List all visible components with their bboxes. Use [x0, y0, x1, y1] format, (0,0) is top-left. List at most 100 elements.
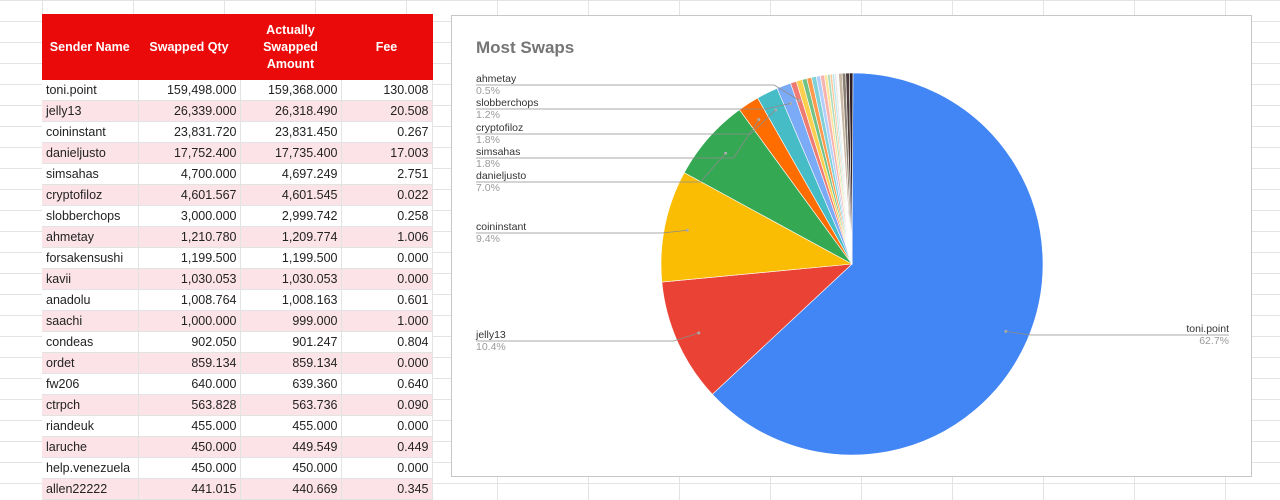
- swapped-qty-cell[interactable]: 1,199.500: [138, 247, 241, 269]
- actually-swapped-cell[interactable]: 159,368.000: [240, 80, 342, 101]
- header-swapped-qty[interactable]: Swapped Qty: [138, 14, 241, 80]
- fee-cell[interactable]: 0.022: [341, 184, 433, 206]
- fee-cell[interactable]: 0.601: [341, 289, 433, 311]
- leader-line: [476, 103, 791, 110]
- actually-swapped-cell[interactable]: 1,209.774: [240, 226, 342, 248]
- actually-swapped-cell[interactable]: 26,318.490: [240, 100, 342, 122]
- sender-name-cell[interactable]: slobberchops: [42, 205, 139, 227]
- slice-label-percent: 1.8%: [476, 134, 500, 146]
- header-actually-swapped-amount[interactable]: Actually Swapped Amount: [240, 14, 342, 80]
- table-row: anadolu 1,008.764 1,008.163 0.601: [42, 289, 433, 311]
- slice-label-percent: 1.2%: [476, 109, 500, 121]
- actually-swapped-cell[interactable]: 859.134: [240, 352, 342, 374]
- fee-cell[interactable]: 0.000: [341, 352, 433, 374]
- actually-swapped-cell[interactable]: 17,735.400: [240, 142, 342, 164]
- slice-label-name: toni.point: [1186, 323, 1229, 335]
- sender-name-cell[interactable]: allen22222: [42, 478, 139, 500]
- fee-cell[interactable]: 1.006: [341, 226, 433, 248]
- sender-name-cell[interactable]: danieljusto: [42, 142, 139, 164]
- swapped-qty-cell[interactable]: 26,339.000: [138, 100, 241, 122]
- fee-cell[interactable]: 17.003: [341, 142, 433, 164]
- header-row: Sender Name Swapped Qty Actually Swapped…: [42, 14, 433, 80]
- swapped-qty-cell[interactable]: 1,008.764: [138, 289, 241, 311]
- sender-name-cell[interactable]: cryptofiloz: [42, 184, 139, 206]
- pie-slice-coininstant[interactable]: [660, 172, 854, 283]
- sender-name-cell[interactable]: coininstant: [42, 121, 139, 143]
- sender-name-cell[interactable]: ahmetay: [42, 226, 139, 248]
- sender-name-cell[interactable]: simsahas: [42, 163, 139, 185]
- sender-name-cell[interactable]: condeas: [42, 331, 139, 353]
- most-swaps-chart[interactable]: ahmetay 0.5% slobberchops 1.2% cryptofiloz 1.…: [451, 15, 1252, 477]
- table-row: slobberchops 3,000.000 2,999.742 0.258: [42, 205, 433, 227]
- fee-cell[interactable]: 0.267: [341, 121, 433, 143]
- actually-swapped-cell[interactable]: 901.247: [240, 331, 342, 353]
- sender-name-cell[interactable]: jelly13: [42, 100, 139, 122]
- sender-name-cell[interactable]: help.venezuela: [42, 457, 139, 479]
- sender-name-cell[interactable]: riandeuk: [42, 415, 139, 437]
- swapped-qty-cell[interactable]: 4,601.567: [138, 184, 241, 206]
- actually-swapped-cell[interactable]: 1,008.163: [240, 289, 342, 311]
- fee-cell[interactable]: 130.008: [341, 80, 433, 101]
- fee-cell[interactable]: 0.000: [341, 247, 433, 269]
- fee-cell[interactable]: 0.000: [341, 415, 433, 437]
- fee-cell[interactable]: 20.508: [341, 100, 433, 122]
- sender-name-cell[interactable]: ctrpch: [42, 394, 139, 416]
- actually-swapped-cell[interactable]: 639.360: [240, 373, 342, 395]
- fee-cell[interactable]: 0.090: [341, 394, 433, 416]
- fee-cell[interactable]: 0.345: [341, 478, 433, 500]
- actually-swapped-cell[interactable]: 999.000: [240, 310, 342, 332]
- swapped-qty-cell[interactable]: 902.050: [138, 331, 241, 353]
- swapped-qty-cell[interactable]: 159,498.000: [138, 80, 241, 101]
- actually-swapped-cell[interactable]: 4,697.249: [240, 163, 342, 185]
- swapped-qty-cell[interactable]: 640.000: [138, 373, 241, 395]
- header-fee[interactable]: Fee: [341, 14, 433, 80]
- slice-label-percent: 9.4%: [476, 233, 500, 245]
- header-sender-name[interactable]: Sender Name: [42, 14, 139, 80]
- fee-cell[interactable]: 0.000: [341, 457, 433, 479]
- sender-name-cell[interactable]: saachi: [42, 310, 139, 332]
- actually-swapped-cell[interactable]: 1,030.053: [240, 268, 342, 290]
- fee-cell[interactable]: 0.000: [341, 268, 433, 290]
- actually-swapped-cell[interactable]: 563.736: [240, 394, 342, 416]
- pie-slice-toni-point[interactable]: [711, 72, 1044, 456]
- sender-name-cell[interactable]: ordet: [42, 352, 139, 374]
- sender-name-cell[interactable]: kavii: [42, 268, 139, 290]
- slice-label-percent: 7.0%: [476, 182, 500, 194]
- swapped-qty-cell[interactable]: 17,752.400: [138, 142, 241, 164]
- actually-swapped-cell[interactable]: 450.000: [240, 457, 342, 479]
- sender-name-cell[interactable]: laruche: [42, 436, 139, 458]
- actually-swapped-cell[interactable]: 23,831.450: [240, 121, 342, 143]
- swapped-qty-cell[interactable]: 1,000.000: [138, 310, 241, 332]
- slice-label-percent: 10.4%: [476, 341, 506, 353]
- pie-slice-others-4[interactable]: [849, 72, 854, 265]
- actually-swapped-cell[interactable]: 449.549: [240, 436, 342, 458]
- fee-cell[interactable]: 2.751: [341, 163, 433, 185]
- swapped-qty-cell[interactable]: 1,210.780: [138, 226, 241, 248]
- sender-name-cell[interactable]: forsakensushi: [42, 247, 139, 269]
- swapped-qty-cell[interactable]: 3,000.000: [138, 205, 241, 227]
- fee-cell[interactable]: 0.449: [341, 436, 433, 458]
- actually-swapped-cell[interactable]: 440.669: [240, 478, 342, 500]
- swapped-qty-cell[interactable]: 450.000: [138, 436, 241, 458]
- sender-name-cell[interactable]: fw206: [42, 373, 139, 395]
- swapped-qty-cell[interactable]: 450.000: [138, 457, 241, 479]
- swapped-qty-cell[interactable]: 1,030.053: [138, 268, 241, 290]
- actually-swapped-cell[interactable]: 455.000: [240, 415, 342, 437]
- actually-swapped-cell[interactable]: 1,199.500: [240, 247, 342, 269]
- slice-label-name: ahmetay: [476, 73, 517, 85]
- actually-swapped-cell[interactable]: 4,601.545: [240, 184, 342, 206]
- swapped-qty-cell[interactable]: 4,700.000: [138, 163, 241, 185]
- actually-swapped-cell[interactable]: 2,999.742: [240, 205, 342, 227]
- fee-cell[interactable]: 0.640: [341, 373, 433, 395]
- fee-cell[interactable]: 0.804: [341, 331, 433, 353]
- sender-name-cell[interactable]: toni.point: [42, 80, 139, 101]
- swapped-qty-cell[interactable]: 441.015: [138, 478, 241, 500]
- swapped-qty-cell[interactable]: 859.134: [138, 352, 241, 374]
- swapped-qty-cell[interactable]: 23,831.720: [138, 121, 241, 143]
- swapped-qty-cell[interactable]: 563.828: [138, 394, 241, 416]
- pie-slice-jelly13[interactable]: [661, 263, 853, 395]
- fee-cell[interactable]: 0.258: [341, 205, 433, 227]
- fee-cell[interactable]: 1.000: [341, 310, 433, 332]
- sender-name-cell[interactable]: anadolu: [42, 289, 139, 311]
- swapped-qty-cell[interactable]: 455.000: [138, 415, 241, 437]
